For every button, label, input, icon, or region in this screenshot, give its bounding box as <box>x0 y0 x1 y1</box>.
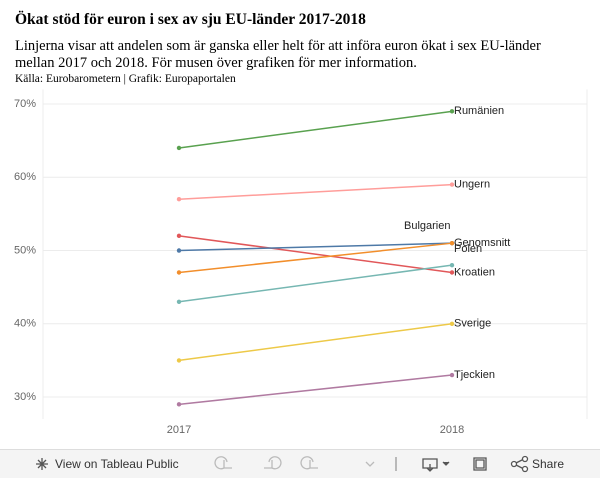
series-label: Rumänien <box>454 105 504 117</box>
point <box>449 109 455 114</box>
y-tick-label: 50% <box>14 244 36 256</box>
y-tick-label: 30% <box>14 391 36 403</box>
series-line <box>178 242 453 274</box>
toolbar: View on Tableau Public Share <box>0 449 600 478</box>
point <box>176 299 182 304</box>
series-line <box>178 323 453 362</box>
series-label: Sverige <box>454 318 491 330</box>
y-tick-label: 40% <box>14 318 36 330</box>
series-label: Bulgarien <box>404 220 450 232</box>
revert-icon[interactable] <box>300 456 318 470</box>
chart-subtitle: Linjerna visar att andelen som är ganska… <box>15 38 541 71</box>
x-tick-label: 2018 <box>440 424 464 436</box>
chart-title: Ökat stöd för euron i sex av sju EU-länd… <box>15 11 366 28</box>
series-label: Tjeckien <box>454 369 495 381</box>
chart-source: Källa: Eurobarometern | Grafik: Europapo… <box>15 73 236 85</box>
tableau-icon <box>36 458 48 470</box>
share-button[interactable]: Share <box>532 457 565 471</box>
series-label: Ungern <box>454 178 490 190</box>
y-tick-label: 70% <box>14 98 36 110</box>
point <box>176 145 182 151</box>
series-label: Genomsnitt <box>454 237 510 249</box>
series-label: Polen <box>454 243 482 255</box>
series-label: Kroatien <box>454 266 495 278</box>
point <box>176 248 182 253</box>
y-tick-label: 60% <box>14 171 36 183</box>
series-line <box>178 264 453 303</box>
series-line <box>178 374 453 406</box>
point <box>176 270 182 275</box>
series-line <box>178 183 453 200</box>
series-line <box>178 242 453 252</box>
point <box>449 182 455 187</box>
point <box>449 321 455 326</box>
dropdown-icon[interactable] <box>365 461 375 467</box>
point <box>449 262 455 268</box>
point <box>449 240 455 246</box>
redo-icon[interactable] <box>264 456 282 470</box>
download-dropdown[interactable] <box>442 461 450 466</box>
toolbar-icons <box>36 455 529 473</box>
point <box>449 372 455 378</box>
download-icon[interactable] <box>422 458 438 472</box>
point <box>449 270 455 275</box>
x-tick-label: 2017 <box>167 424 191 436</box>
point <box>176 358 182 363</box>
point <box>176 402 182 407</box>
point <box>176 197 182 202</box>
fullscreen-icon[interactable] <box>473 457 487 471</box>
chart: 30% 40% 50% 60% 70% 2017 2018 Rumänien Ungern Kro… <box>14 89 588 436</box>
series-line <box>178 110 453 149</box>
series-line <box>178 235 453 274</box>
undo-icon[interactable] <box>214 456 232 470</box>
point <box>176 233 182 239</box>
view-on-tableau[interactable]: View on Tableau Public <box>55 457 179 471</box>
